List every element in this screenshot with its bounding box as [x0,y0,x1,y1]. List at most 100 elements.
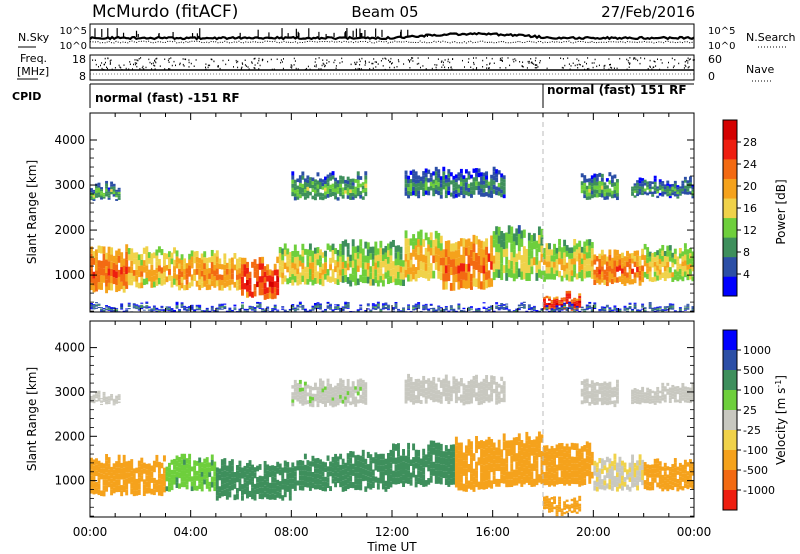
power-cell [193,269,197,276]
nave-dot [396,66,398,68]
power-cell [437,169,441,174]
power-cell [311,308,315,310]
power-cell [439,243,443,251]
velocity-cell [170,459,174,465]
power-cell [205,308,209,310]
nave-dot [549,57,550,59]
power-cell [379,275,383,283]
nave-dot [491,57,493,60]
velocity-cell [291,483,295,489]
power-cell [673,253,677,260]
velocity-cell [147,475,151,482]
velocity-cell [600,458,604,464]
power-cell [399,253,403,260]
power-cell [459,254,463,264]
power-cell [178,310,181,312]
power-cell [598,192,602,197]
nave-dot [582,65,584,67]
power-cell [235,285,239,291]
power-cell [623,276,627,281]
velocity-cell [439,477,443,485]
power-cell [482,184,486,189]
power-cell [585,309,589,311]
power-cell [248,307,252,309]
power-colorbar-tick-label: 20 [743,180,757,193]
power-cell [361,276,365,284]
velocity-cell [180,453,184,460]
power-cell [550,308,554,310]
velocity-cell [102,474,106,480]
velocity-cell [434,463,438,471]
power-cell [381,306,385,308]
power-cell [160,309,164,311]
power-cell [210,262,214,269]
velocity-cell [301,465,305,471]
velocity-cell [115,467,119,474]
power-cell [261,282,265,289]
power-cell [319,261,322,268]
power-cell [555,300,559,303]
power-cell [366,269,370,277]
power-cell [459,238,463,247]
power-cell [215,307,219,309]
power-cell [175,302,179,305]
nave-dot [228,59,230,61]
power-cell [661,309,665,311]
power-cell [226,313,229,314]
power-cell [424,270,428,279]
power-cell [137,271,141,278]
velocity-cell [374,476,378,483]
power-cell [376,248,380,255]
velocity-cell [487,470,491,480]
velocity-cell [402,474,405,481]
power-cell [127,266,131,273]
nave-dot [182,63,184,66]
nave-dot [356,61,358,63]
velocity-cell [376,460,380,466]
power-cell [570,253,574,259]
power-cell [168,306,171,308]
power-band-15 [580,172,619,201]
velocity-cell [432,468,436,476]
power-cell [515,261,519,271]
velocity-cell [422,448,426,456]
velocity-cell [213,461,217,467]
power-cell [251,307,254,308]
velocity-cell [399,469,403,477]
power-cell [115,309,119,311]
power-cell [321,269,325,275]
power-cell [595,277,599,284]
power-cell [638,310,642,311]
nave-dot [422,65,424,67]
power-cell [311,262,315,269]
nave-dot [592,66,594,69]
power-cell [92,307,96,309]
velocity-cell [225,465,229,472]
velocity-cell [185,473,189,479]
velocity-cell [495,463,499,472]
power-cell [668,304,672,306]
velocity-cell [397,463,400,471]
velocity-cell [590,458,594,466]
nave-dot [501,59,502,61]
power-cell [507,310,511,312]
velocity-cell [600,468,604,474]
power-cell [585,252,589,259]
power-cell [213,270,217,277]
power-cell [293,309,297,311]
power-cell [477,168,481,173]
velocity-cell [467,480,471,489]
power-cell [432,309,436,310]
power-cell [122,265,126,273]
power-cell [341,275,345,283]
power-cell [565,310,569,311]
power-cell [432,240,436,248]
power-cell [449,172,453,177]
power-cell [575,302,579,305]
velocity-cell [462,460,466,469]
power-cell [118,312,121,313]
velocity-cell [497,455,501,464]
power-cell [573,310,577,312]
velocity-cell [447,480,451,487]
